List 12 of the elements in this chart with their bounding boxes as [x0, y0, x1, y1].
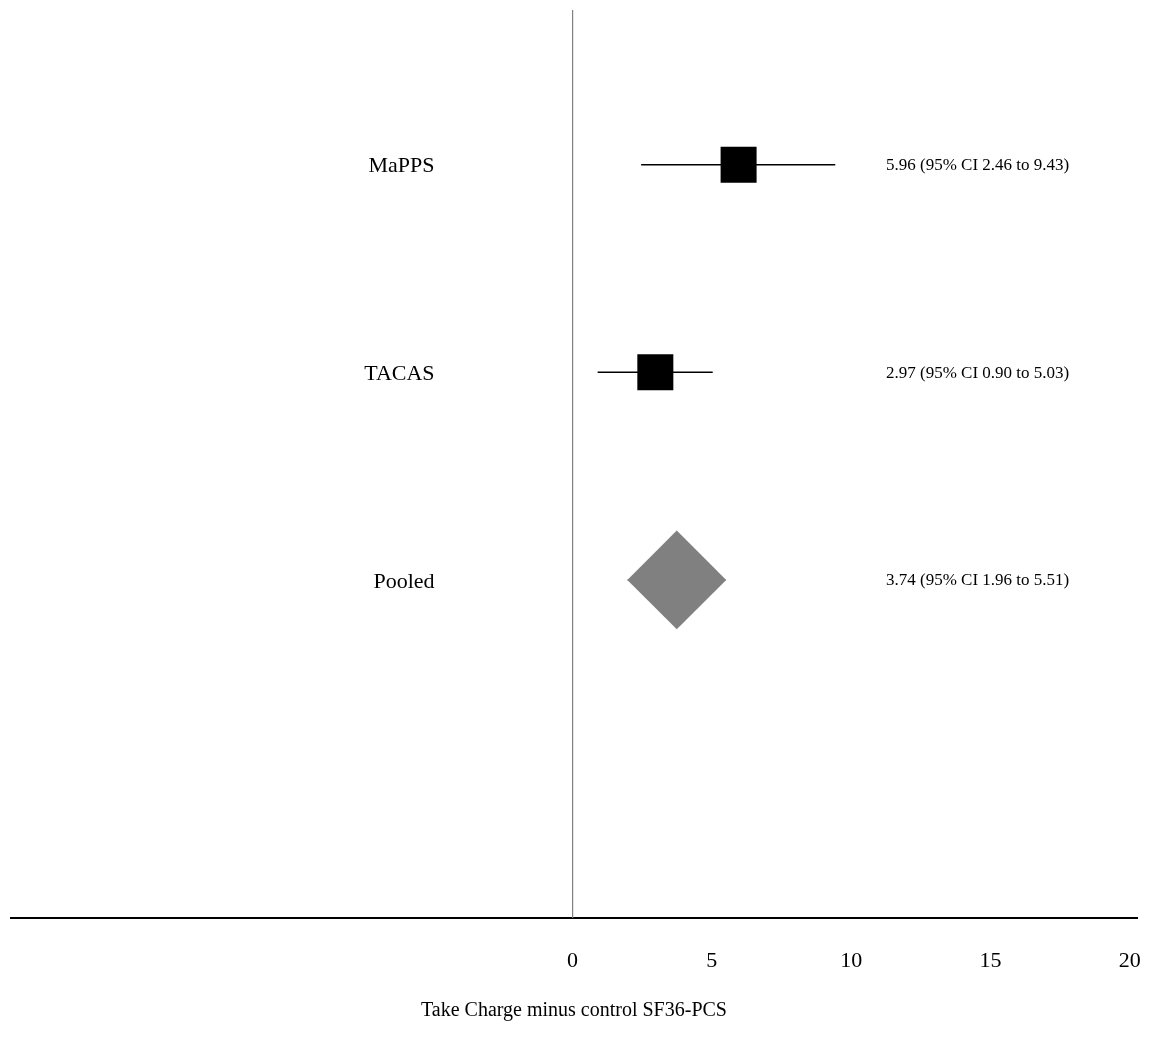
annotation: 3.74 (95% CI 1.96 to 5.51)	[886, 570, 1070, 589]
x-tick-label: 10	[840, 947, 863, 973]
x-tick-label: 0	[567, 947, 579, 973]
y-tick-label: Pooled	[373, 567, 435, 593]
x-tick-label: 20	[1118, 947, 1141, 973]
annotation: 5.96 (95% CI 2.46 to 9.43)	[886, 155, 1070, 174]
x-axis-title: Take Charge minus control SF36-PCS	[420, 998, 728, 1022]
y-tick-label: TACAS	[364, 359, 435, 385]
x-tick-label: 15	[979, 947, 1002, 973]
annotation: 2.97 (95% CI 0.90 to 5.03)	[886, 363, 1070, 382]
x-tick-label: 5	[706, 947, 718, 973]
y-tick-label: MaPPS	[368, 152, 435, 178]
